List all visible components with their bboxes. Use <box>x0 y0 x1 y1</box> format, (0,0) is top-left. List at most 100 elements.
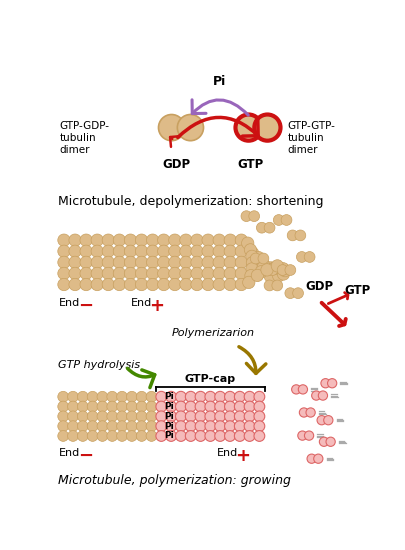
Circle shape <box>158 234 170 246</box>
Circle shape <box>135 245 148 257</box>
Circle shape <box>277 263 290 275</box>
Circle shape <box>124 234 136 246</box>
Circle shape <box>285 288 296 299</box>
Circle shape <box>175 411 186 422</box>
Circle shape <box>117 421 128 432</box>
Circle shape <box>285 265 296 276</box>
Circle shape <box>277 268 290 280</box>
Circle shape <box>102 278 115 291</box>
Circle shape <box>166 411 177 422</box>
Circle shape <box>324 416 333 425</box>
Circle shape <box>257 262 269 274</box>
Text: GDP: GDP <box>306 280 334 293</box>
Circle shape <box>235 114 262 141</box>
Circle shape <box>213 278 225 291</box>
Circle shape <box>136 411 147 422</box>
Circle shape <box>97 421 108 432</box>
Circle shape <box>268 262 280 274</box>
Circle shape <box>205 431 216 441</box>
Circle shape <box>107 401 117 412</box>
Circle shape <box>234 401 245 412</box>
Circle shape <box>257 258 269 271</box>
Circle shape <box>185 401 196 412</box>
Circle shape <box>249 211 260 222</box>
Circle shape <box>177 114 203 141</box>
Circle shape <box>185 411 196 422</box>
Circle shape <box>180 245 192 257</box>
Circle shape <box>246 247 259 259</box>
Circle shape <box>241 211 252 222</box>
Circle shape <box>266 263 278 276</box>
Circle shape <box>135 256 148 268</box>
Circle shape <box>314 454 323 463</box>
Circle shape <box>273 214 284 225</box>
Circle shape <box>195 411 206 422</box>
Circle shape <box>244 392 255 402</box>
Circle shape <box>68 411 79 422</box>
Circle shape <box>69 267 81 279</box>
Circle shape <box>254 411 265 422</box>
Text: Pi: Pi <box>213 75 226 88</box>
Circle shape <box>234 411 245 422</box>
Circle shape <box>224 234 237 246</box>
Circle shape <box>117 411 128 422</box>
Circle shape <box>241 237 254 249</box>
Circle shape <box>320 437 328 447</box>
Circle shape <box>102 245 115 257</box>
Circle shape <box>235 234 247 246</box>
Circle shape <box>168 267 181 279</box>
Circle shape <box>113 245 126 257</box>
Circle shape <box>135 278 148 291</box>
Circle shape <box>58 411 68 422</box>
Circle shape <box>117 392 128 402</box>
Circle shape <box>318 391 328 400</box>
Circle shape <box>250 253 261 264</box>
Circle shape <box>124 267 136 279</box>
Circle shape <box>202 278 214 291</box>
Circle shape <box>244 401 255 412</box>
Circle shape <box>213 245 225 257</box>
Circle shape <box>58 431 68 441</box>
Circle shape <box>235 267 247 279</box>
Text: GTP: GTP <box>344 284 371 297</box>
Circle shape <box>168 256 181 268</box>
Circle shape <box>235 256 247 268</box>
Circle shape <box>166 392 177 402</box>
Circle shape <box>126 411 137 422</box>
Circle shape <box>295 230 306 241</box>
Circle shape <box>107 431 117 441</box>
Circle shape <box>80 267 92 279</box>
Circle shape <box>202 245 214 257</box>
Circle shape <box>87 392 98 402</box>
Circle shape <box>258 253 269 264</box>
Circle shape <box>224 401 235 412</box>
Circle shape <box>58 245 70 257</box>
Text: +: + <box>235 447 250 465</box>
Circle shape <box>244 411 255 422</box>
Circle shape <box>264 262 277 274</box>
Circle shape <box>243 276 255 289</box>
Circle shape <box>68 421 79 432</box>
Text: GTP: GTP <box>237 158 263 170</box>
Circle shape <box>255 266 267 278</box>
Circle shape <box>205 421 216 432</box>
Circle shape <box>195 392 206 402</box>
Circle shape <box>292 385 301 394</box>
Circle shape <box>126 431 137 441</box>
Circle shape <box>158 256 170 268</box>
Circle shape <box>117 401 128 412</box>
Circle shape <box>256 222 267 233</box>
Text: −: − <box>78 297 93 315</box>
Circle shape <box>77 431 88 441</box>
Circle shape <box>69 256 81 268</box>
Circle shape <box>195 421 206 432</box>
Circle shape <box>107 411 117 422</box>
Circle shape <box>304 251 315 262</box>
Circle shape <box>68 392 79 402</box>
Circle shape <box>191 234 203 246</box>
Circle shape <box>202 256 214 268</box>
Circle shape <box>180 278 192 291</box>
FancyArrowPatch shape <box>239 346 266 373</box>
Circle shape <box>215 392 226 402</box>
Text: Pi: Pi <box>164 412 174 421</box>
